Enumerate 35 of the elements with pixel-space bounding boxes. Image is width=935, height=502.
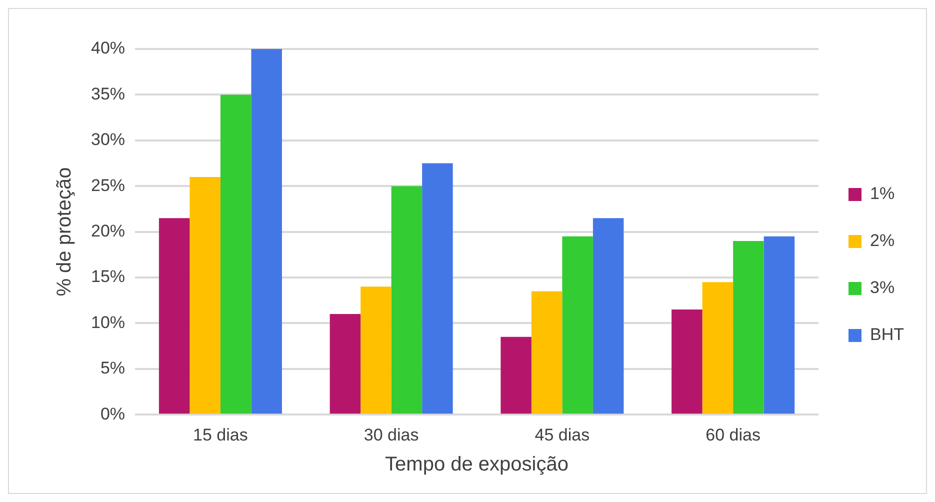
legend-label: 2% [870, 231, 895, 250]
bar [190, 176, 220, 414]
x-tick-label: 15 dias [193, 425, 248, 444]
bar [531, 291, 562, 414]
x-tick-label: 45 dias [534, 425, 590, 444]
legend-label: 1% [870, 184, 895, 204]
y-tick-label: 10% [90, 312, 126, 332]
bar [562, 236, 593, 414]
x-axis-title: Tempo de exposição [385, 454, 568, 476]
bar [764, 236, 795, 414]
bar [391, 186, 422, 414]
x-tick-label: 30 dias [364, 425, 419, 444]
y-tick-label: 5% [100, 358, 126, 378]
bar [592, 218, 624, 414]
y-tick-label: 20% [90, 221, 126, 240]
bar [158, 218, 190, 414]
legend-label: 3% [870, 278, 895, 298]
bar [251, 49, 282, 414]
y-tick-label: 15% [90, 267, 126, 286]
legend-label: BHT [870, 325, 904, 344]
y-tick-label: 30% [90, 130, 126, 150]
y-tick-label: 0% [100, 404, 126, 424]
y-tick-label: 40% [90, 38, 126, 58]
bar [422, 163, 453, 414]
bar [360, 286, 392, 414]
y-axis-title: % de proteção [54, 167, 76, 296]
y-tick-label: 25% [90, 176, 126, 195]
bar [500, 336, 532, 414]
y-tick-label: 35% [90, 84, 126, 104]
bar [672, 309, 702, 414]
bar [220, 94, 252, 414]
bar [330, 314, 361, 414]
bar [733, 240, 764, 414]
x-tick-label: 60 dias [706, 425, 760, 444]
bar [702, 282, 734, 414]
